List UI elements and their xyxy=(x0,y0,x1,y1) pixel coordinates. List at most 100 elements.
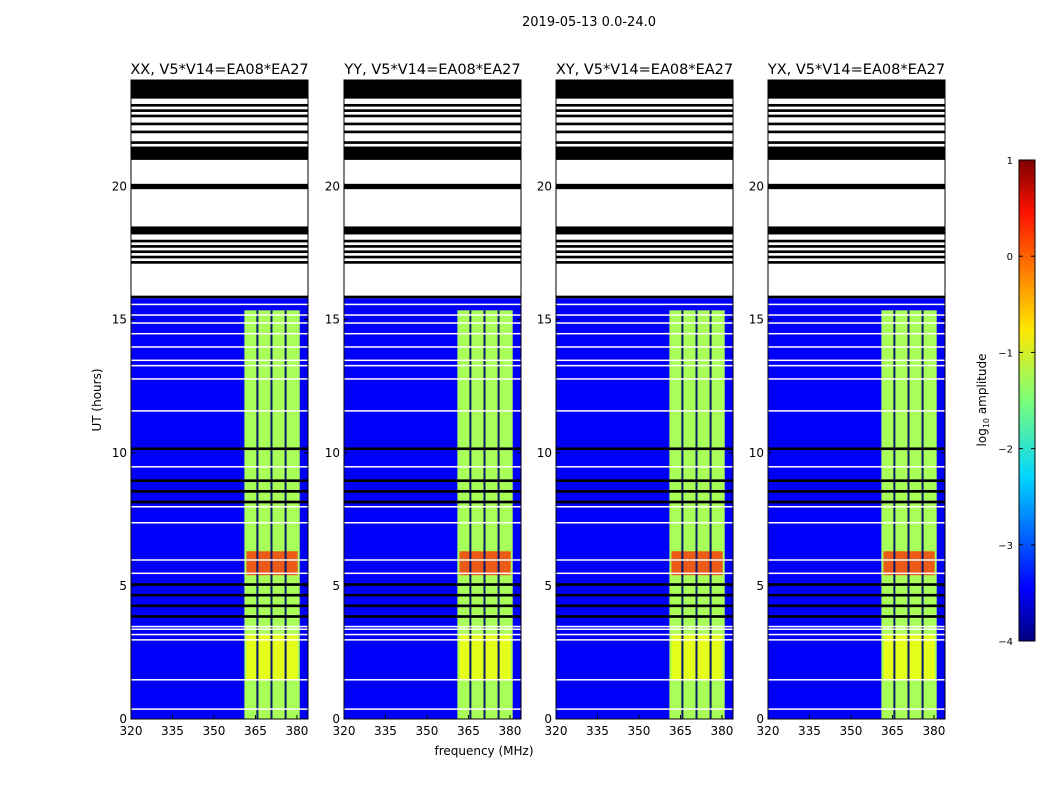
flagged-row xyxy=(131,479,308,483)
flagged-row xyxy=(131,500,308,504)
x-tick-label: 365 xyxy=(669,724,692,738)
gap-row xyxy=(344,303,521,306)
flagged-row xyxy=(556,447,733,451)
flagged-row xyxy=(768,130,945,134)
gap-row xyxy=(768,628,945,630)
flagged-row xyxy=(556,146,733,160)
flagged-row xyxy=(344,250,521,254)
x-tick-label: 350 xyxy=(416,724,439,738)
flagged-row xyxy=(344,114,521,118)
flagged-row xyxy=(344,447,521,451)
gap-row xyxy=(131,346,308,348)
flagged-row xyxy=(768,500,945,504)
gap-row xyxy=(344,628,521,630)
x-tick-label: 380 xyxy=(922,724,945,738)
gap-row xyxy=(768,679,945,681)
gap-row xyxy=(768,633,945,636)
flagged-row xyxy=(768,122,945,126)
flagged-row xyxy=(556,245,733,248)
gap-row xyxy=(768,346,945,348)
gap-row xyxy=(556,639,733,641)
y-tick-label: 10 xyxy=(112,446,127,460)
panel-xx: XX, V5*V14=EA08*EA27 320 335 350 365 380 0 5 10 1… xyxy=(112,62,309,738)
flagged-row xyxy=(768,250,945,254)
channel-gap xyxy=(497,310,500,719)
panel-title: YY, V5*V14=EA08*EA27 xyxy=(343,62,520,78)
channel-gap xyxy=(921,310,924,719)
gap-row xyxy=(768,625,945,628)
gap-row xyxy=(556,506,733,508)
flagged-row xyxy=(556,500,733,504)
flagged-row xyxy=(768,593,945,597)
x-axis-label: frequency (MHz) xyxy=(434,744,533,758)
y-tick-label: 5 xyxy=(756,579,764,593)
colorbar-tick-label: −4 xyxy=(998,637,1013,648)
gap-row xyxy=(344,572,521,575)
flagged-row xyxy=(768,255,945,259)
y-tick-label: 15 xyxy=(749,313,764,327)
gap-row xyxy=(556,559,733,561)
gap-row xyxy=(768,364,945,367)
flagged-row xyxy=(131,226,308,235)
gap-row xyxy=(344,521,521,524)
flagged-row xyxy=(131,255,308,259)
gap-row xyxy=(131,708,308,710)
channel-gap xyxy=(893,310,896,719)
flagged-row xyxy=(768,490,945,493)
flagged-row xyxy=(768,146,945,160)
channel-gap xyxy=(256,310,259,719)
gap-row xyxy=(131,628,308,630)
channel-gap xyxy=(709,310,712,719)
flagged-row xyxy=(131,250,308,254)
flagged-row xyxy=(556,130,733,134)
gap-row xyxy=(344,410,521,412)
gap-row xyxy=(131,410,308,412)
flagged-row xyxy=(768,226,945,235)
flagged-row xyxy=(131,593,308,597)
gap-row xyxy=(556,521,733,524)
y-tick-label: 0 xyxy=(544,712,552,726)
flagged-row xyxy=(131,245,308,248)
gap-row xyxy=(344,322,521,324)
flagged-row xyxy=(344,295,521,299)
flagged-row xyxy=(768,261,945,264)
flagged-row xyxy=(131,130,308,134)
gap-row xyxy=(556,322,733,324)
gap-row xyxy=(556,708,733,710)
gap-row xyxy=(768,708,945,710)
flagged-row xyxy=(131,261,308,264)
y-tick-label: 5 xyxy=(544,579,552,593)
gap-row xyxy=(131,303,308,306)
panel-title: XX, V5*V14=EA08*EA27 xyxy=(130,62,308,78)
flagged-row xyxy=(768,604,945,608)
gap-row xyxy=(131,559,308,561)
flagged-row xyxy=(344,146,521,160)
flagged-row xyxy=(344,261,521,264)
gap-row xyxy=(131,639,308,641)
x-tick-label: 335 xyxy=(374,724,397,738)
flagged-row xyxy=(131,447,308,451)
flagged-row xyxy=(344,226,521,235)
y-axis-label: UT (hours) xyxy=(90,368,104,431)
channel-gap xyxy=(270,310,273,719)
gap-row xyxy=(131,466,308,468)
flagged-row xyxy=(131,146,308,160)
x-tick-label: 320 xyxy=(120,724,143,738)
gap-row xyxy=(131,572,308,575)
gap-row xyxy=(556,466,733,468)
gap-row xyxy=(556,633,733,636)
y-tick-label: 5 xyxy=(119,579,127,593)
x-tick-label: 320 xyxy=(545,724,568,738)
gap-row xyxy=(768,572,945,575)
y-tick-label: 15 xyxy=(537,313,552,327)
gap-row xyxy=(344,314,521,316)
flagged-row xyxy=(131,583,308,586)
channel-gap xyxy=(284,310,287,719)
gap-row xyxy=(556,314,733,316)
colorbar-tick-label: 1 xyxy=(1007,156,1013,167)
flagged-row xyxy=(556,583,733,586)
flagged-row xyxy=(344,245,521,248)
flagged-row xyxy=(556,295,733,299)
flagged-row xyxy=(131,239,308,243)
flagged-row xyxy=(768,615,945,618)
